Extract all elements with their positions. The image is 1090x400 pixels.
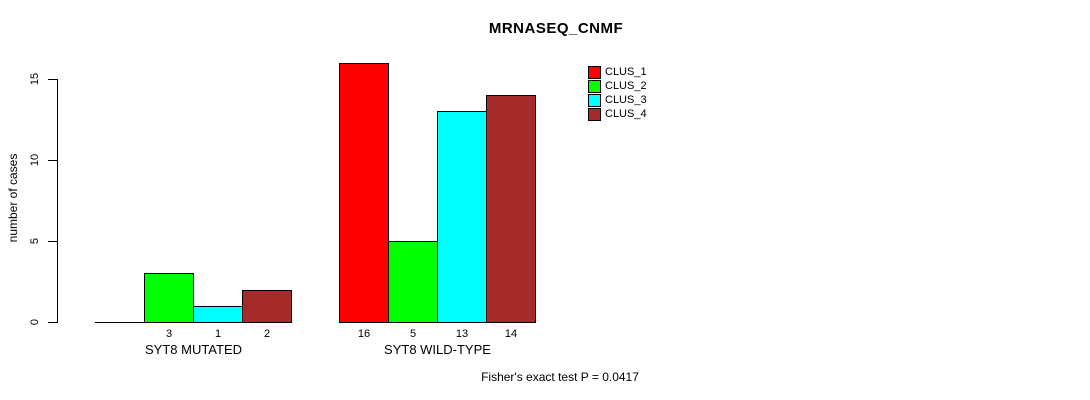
bar-clus-1-syt8-mutated-zero — [95, 322, 145, 323]
bar-value-label: 3 — [165, 328, 173, 340]
y-axis-label: number of cases — [6, 153, 20, 243]
bar-clus-2-syt8-wild-type — [388, 241, 438, 323]
legend: CLUS_1 CLUS_2 CLUS_3 CLUS_4 — [588, 65, 647, 121]
legend-swatch-clus-4 — [588, 107, 601, 121]
legend-item-clus-3: CLUS_3 — [588, 93, 647, 107]
chart-title: MRNASEQ_CNMF — [488, 20, 624, 37]
bar-clus-4-syt8-wild-type — [486, 95, 536, 323]
legend-item-clus-4: CLUS_4 — [588, 107, 647, 121]
y-axis-tick-label: 5 — [29, 237, 41, 245]
bar-value-label: 14 — [504, 328, 518, 340]
y-axis-tick-label: 15 — [29, 72, 41, 86]
bar-clus-3-syt8-wild-type — [437, 111, 487, 323]
bar-clus-2-syt8-mutated — [144, 273, 194, 323]
bar-clus-3-syt8-mutated — [193, 306, 243, 323]
x-category-label-syt8-mutated: SYT8 MUTATED — [144, 342, 243, 357]
y-axis-tick-label: 0 — [29, 318, 41, 326]
bar-value-label: 16 — [357, 328, 371, 340]
legend-label-clus-3: CLUS_3 — [605, 93, 647, 106]
y-axis-tick — [48, 241, 57, 242]
bar-value-label: 13 — [455, 328, 469, 340]
legend-label-clus-2: CLUS_2 — [605, 79, 647, 92]
legend-label-clus-1: CLUS_1 — [605, 65, 647, 78]
bar-value-label: 2 — [263, 328, 271, 340]
legend-swatch-clus-2 — [588, 79, 601, 93]
legend-item-clus-2: CLUS_2 — [588, 79, 647, 93]
legend-label-clus-4: CLUS_4 — [605, 107, 647, 120]
y-axis-tick — [48, 322, 57, 323]
bar-value-label: 1 — [214, 328, 222, 340]
fisher-test-caption: Fisher's exact test P = 0.0417 — [481, 370, 639, 384]
bar-clus-1-syt8-wild-type — [339, 63, 389, 323]
bar-value-label: 5 — [409, 328, 417, 340]
y-axis-tick — [48, 79, 57, 80]
y-axis-line — [57, 79, 58, 323]
legend-swatch-clus-3 — [588, 93, 601, 107]
x-category-label-syt8-wild-type: SYT8 WILD-TYPE — [384, 342, 491, 357]
bar-clus-4-syt8-mutated — [242, 290, 292, 323]
y-axis-tick — [48, 160, 57, 161]
legend-item-clus-1: CLUS_1 — [588, 65, 647, 79]
legend-swatch-clus-1 — [588, 65, 601, 79]
y-axis-tick-label: 10 — [29, 153, 41, 167]
